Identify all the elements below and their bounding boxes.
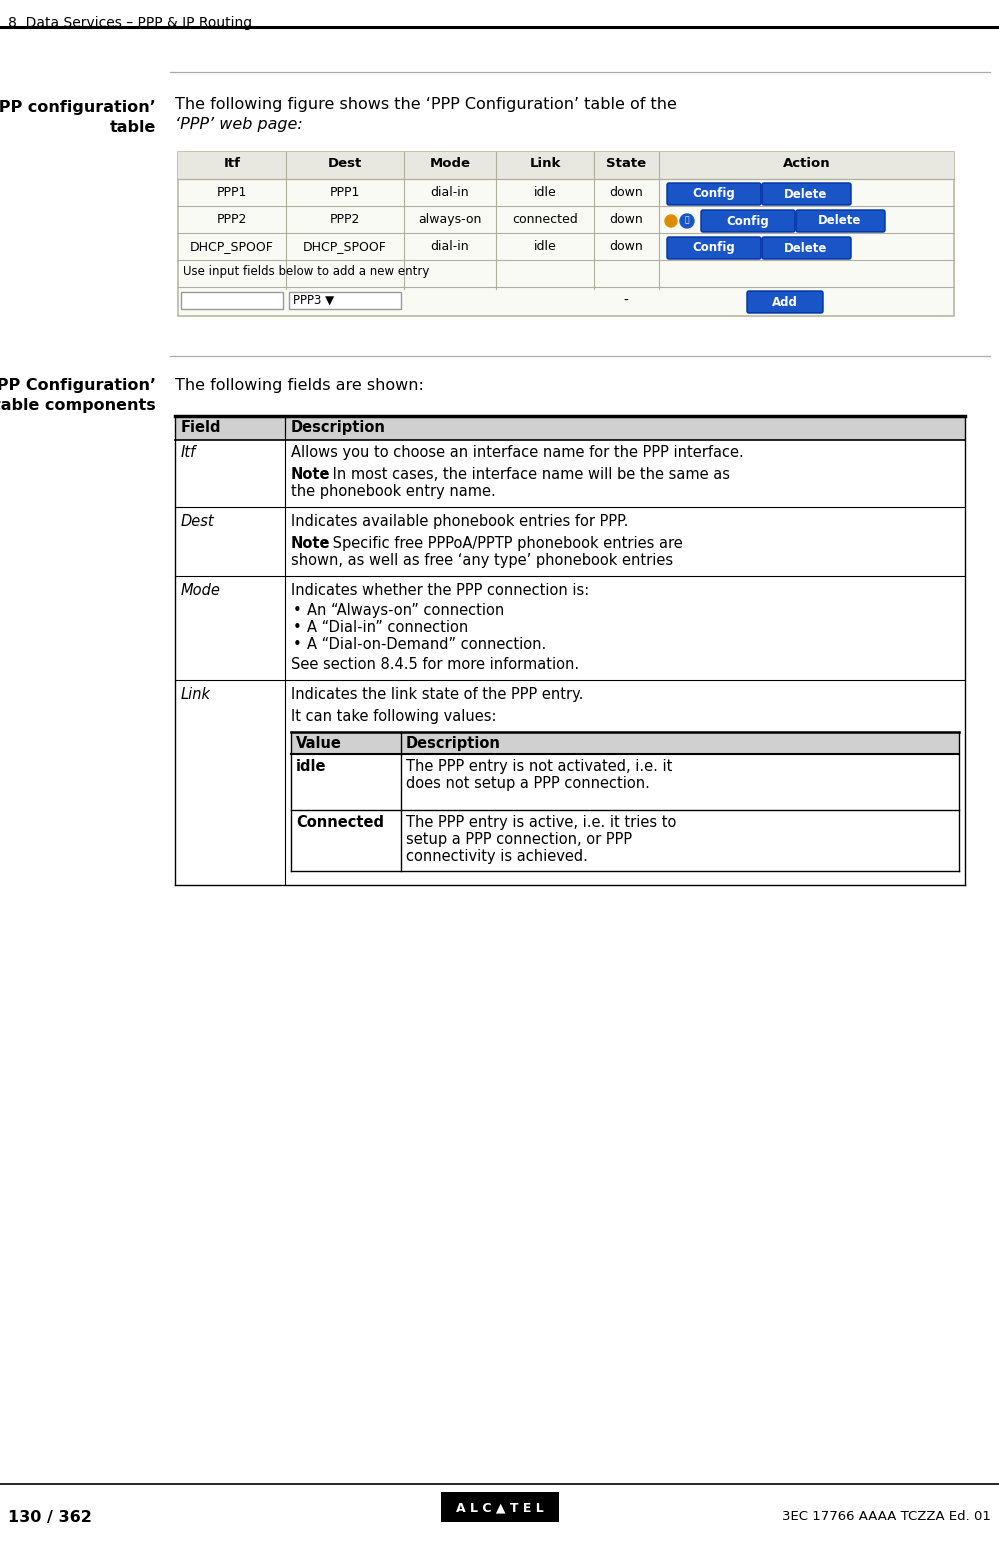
Text: the phonebook entry name.: the phonebook entry name. xyxy=(291,484,496,500)
Text: table components: table components xyxy=(0,398,156,413)
Text: PPP1: PPP1 xyxy=(217,187,247,199)
Text: Indicates whether the PPP connection is:: Indicates whether the PPP connection is: xyxy=(291,583,589,598)
Text: : Specific free PPPoA/PPTP phonebook entries are: : Specific free PPPoA/PPTP phonebook ent… xyxy=(323,537,682,550)
Text: connected: connected xyxy=(512,213,577,227)
FancyBboxPatch shape xyxy=(701,210,795,231)
Text: 130 / 362: 130 / 362 xyxy=(8,1510,92,1525)
Text: Indicates the link state of the PPP entry.: Indicates the link state of the PPP entr… xyxy=(291,688,583,702)
FancyBboxPatch shape xyxy=(762,237,851,259)
Text: PPP1: PPP1 xyxy=(330,187,361,199)
Text: idle: idle xyxy=(296,759,327,774)
Text: Note: Note xyxy=(291,537,331,550)
Text: •: • xyxy=(293,637,302,652)
Text: PPP2: PPP2 xyxy=(217,213,247,227)
Text: State: State xyxy=(606,157,646,170)
Text: down: down xyxy=(609,213,643,227)
FancyBboxPatch shape xyxy=(762,183,851,205)
Bar xyxy=(181,291,283,308)
Text: The following figure shows the ‘PPP Configuration’ table of the: The following figure shows the ‘PPP Conf… xyxy=(175,97,677,113)
Text: The following fields are shown:: The following fields are shown: xyxy=(175,378,424,393)
Bar xyxy=(291,732,959,754)
FancyBboxPatch shape xyxy=(747,291,823,313)
Text: shown, as well as free ‘any type’ phonebook entries: shown, as well as free ‘any type’ phoneb… xyxy=(291,554,673,567)
Text: PPP3 ▼: PPP3 ▼ xyxy=(293,295,334,307)
Bar xyxy=(441,1493,559,1522)
Text: The ‘PPP configuration’: The ‘PPP configuration’ xyxy=(0,100,156,116)
Text: The PPP entry is not activated, i.e. it: The PPP entry is not activated, i.e. it xyxy=(406,759,672,774)
Text: down: down xyxy=(609,187,643,199)
Text: -: - xyxy=(623,295,628,308)
Text: idle: idle xyxy=(533,187,556,199)
Text: connectivity is achieved.: connectivity is achieved. xyxy=(406,850,587,864)
Text: DHCP_SPOOF: DHCP_SPOOF xyxy=(303,241,387,253)
Bar xyxy=(289,291,401,308)
Text: Indicates available phonebook entries for PPP.: Indicates available phonebook entries fo… xyxy=(291,513,628,529)
Bar xyxy=(175,416,965,439)
Text: Delete: Delete xyxy=(818,214,862,228)
Text: Description: Description xyxy=(406,736,500,751)
Text: An “Always-on” connection: An “Always-on” connection xyxy=(307,603,504,618)
Circle shape xyxy=(665,214,677,227)
Text: •: • xyxy=(293,620,302,635)
FancyBboxPatch shape xyxy=(667,183,761,205)
Text: Delete: Delete xyxy=(784,188,828,200)
FancyBboxPatch shape xyxy=(667,237,761,259)
Text: ⏻: ⏻ xyxy=(684,216,689,225)
FancyBboxPatch shape xyxy=(796,210,885,231)
Text: : In most cases, the interface name will be the same as: : In most cases, the interface name will… xyxy=(323,467,730,483)
Text: Itf: Itf xyxy=(181,446,196,460)
Text: Connected: Connected xyxy=(296,816,384,830)
Text: Note: Note xyxy=(291,467,331,483)
Text: Dest: Dest xyxy=(328,157,362,170)
Text: It can take following values:: It can take following values: xyxy=(291,709,497,725)
Text: A L C ▲ T E L: A L C ▲ T E L xyxy=(457,1502,543,1514)
Text: Config: Config xyxy=(692,242,735,254)
Text: Itf: Itf xyxy=(224,157,241,170)
Text: Add: Add xyxy=(772,296,798,308)
Text: idle: idle xyxy=(533,241,556,253)
Text: See section 8.4.5 for more information.: See section 8.4.5 for more information. xyxy=(291,657,579,672)
Text: Dest: Dest xyxy=(181,513,215,529)
Text: ▼: ▼ xyxy=(497,1491,503,1500)
Text: 3EC 17766 AAAA TCZZA Ed. 01: 3EC 17766 AAAA TCZZA Ed. 01 xyxy=(782,1510,991,1523)
Text: Allows you to choose an interface name for the PPP interface.: Allows you to choose an interface name f… xyxy=(291,446,743,460)
Text: 8  Data Services – PPP & IP Routing: 8 Data Services – PPP & IP Routing xyxy=(8,15,252,29)
Bar xyxy=(178,153,954,179)
Text: Delete: Delete xyxy=(784,242,828,254)
Text: does not setup a PPP connection.: does not setup a PPP connection. xyxy=(406,776,650,791)
Text: Use input fields below to add a new entry: Use input fields below to add a new entr… xyxy=(183,265,430,278)
Text: dial-in: dial-in xyxy=(431,241,470,253)
Text: A “Dial-in” connection: A “Dial-in” connection xyxy=(307,620,469,635)
Text: Link: Link xyxy=(529,157,560,170)
Text: DHCP_SPOOF: DHCP_SPOOF xyxy=(190,241,274,253)
Circle shape xyxy=(680,214,694,228)
Text: table: table xyxy=(110,120,156,136)
Text: Config: Config xyxy=(692,188,735,200)
Text: Description: Description xyxy=(291,419,386,435)
Text: Mode: Mode xyxy=(430,157,471,170)
Text: dial-in: dial-in xyxy=(431,187,470,199)
Text: Value: Value xyxy=(296,736,342,751)
Text: Field: Field xyxy=(181,419,222,435)
Text: always-on: always-on xyxy=(419,213,482,227)
Text: PPP2: PPP2 xyxy=(330,213,361,227)
Text: The PPP entry is active, i.e. it tries to: The PPP entry is active, i.e. it tries t… xyxy=(406,816,676,830)
Text: ‘PPP’ web page:: ‘PPP’ web page: xyxy=(175,117,303,133)
Text: Link: Link xyxy=(181,688,211,702)
Text: setup a PPP connection, or PPP: setup a PPP connection, or PPP xyxy=(406,833,632,847)
Text: ‘PPP Configuration’: ‘PPP Configuration’ xyxy=(0,378,156,393)
Text: Action: Action xyxy=(782,157,830,170)
Text: Config: Config xyxy=(726,214,769,228)
Bar xyxy=(178,153,954,316)
Text: down: down xyxy=(609,241,643,253)
Text: •: • xyxy=(293,603,302,618)
Text: Mode: Mode xyxy=(181,583,221,598)
Text: A “Dial-on-Demand” connection.: A “Dial-on-Demand” connection. xyxy=(307,637,546,652)
